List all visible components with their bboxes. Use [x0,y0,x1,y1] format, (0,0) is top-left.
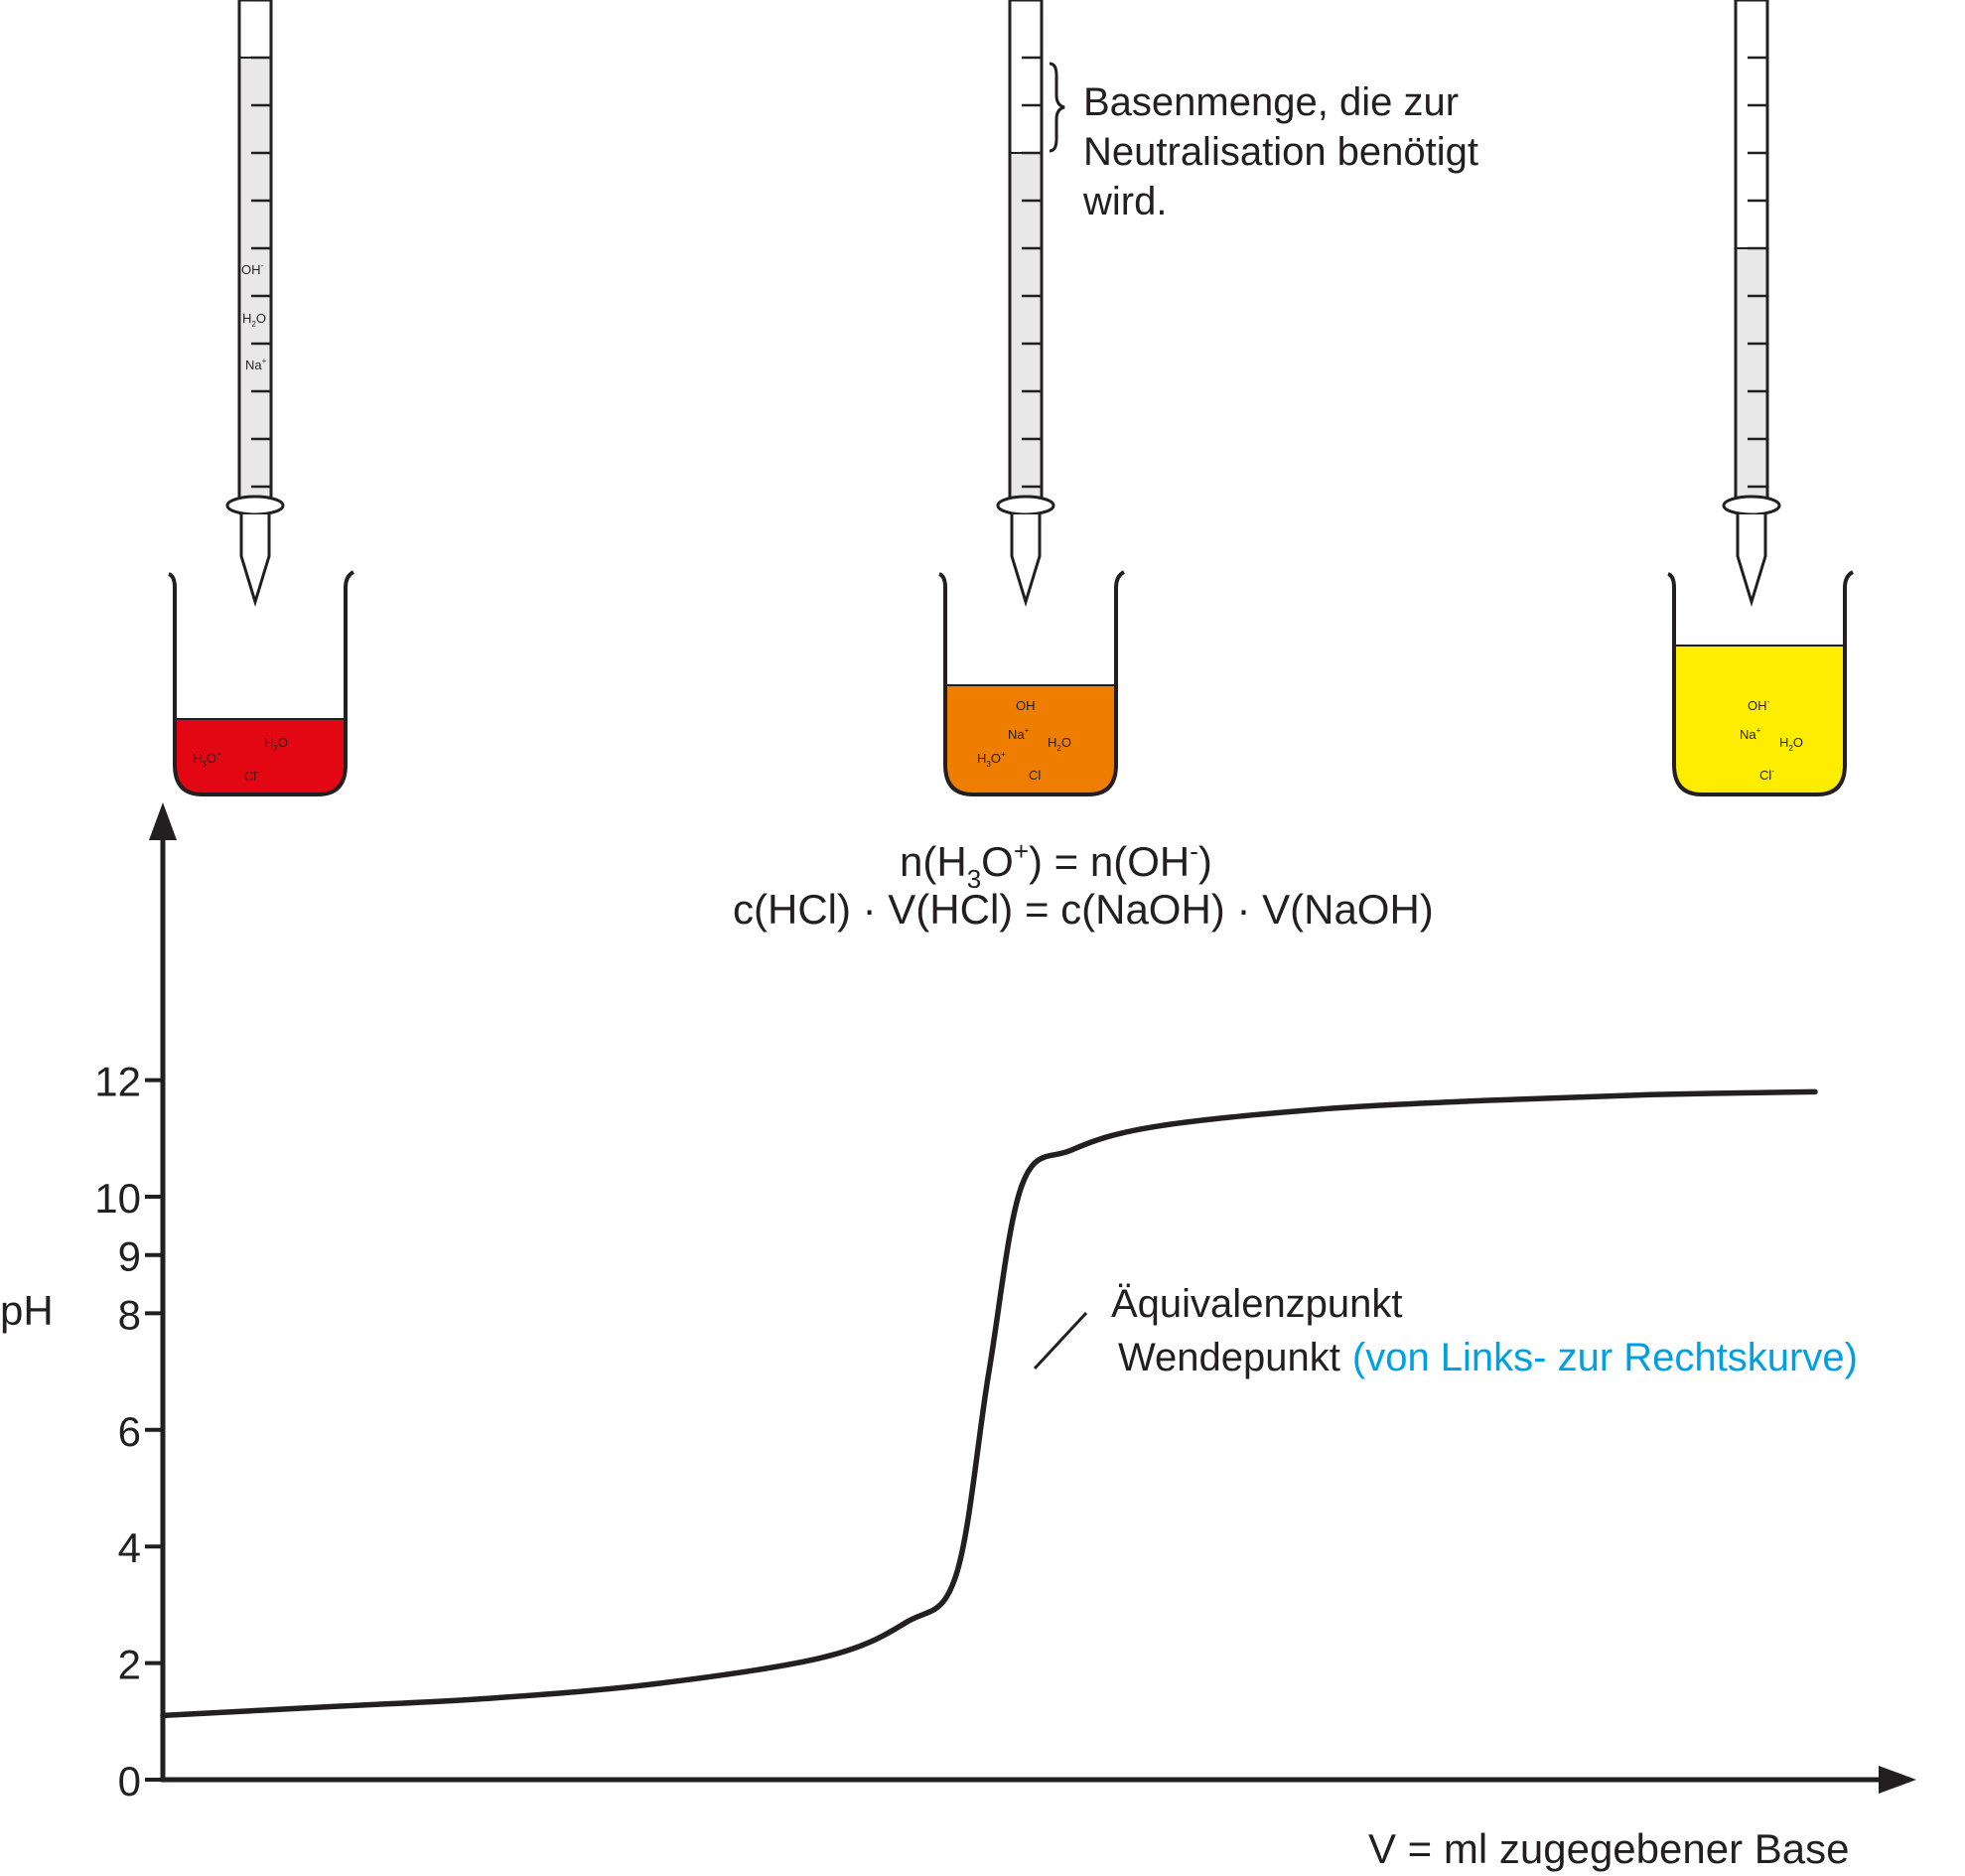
formula-line1: n(H3O+) = n(OH-) [900,836,1212,894]
svg-text:H2O: H2O [1048,735,1071,753]
beaker-liquid-orange [945,685,1116,794]
y-tick-label: 12 [94,1059,141,1105]
formula-line2: c(HCl) · V(HCl) = c(NaOH) · V(NaOH) [733,886,1434,933]
beaker-liquid-yellow [1674,646,1845,794]
svg-text:Na+: Na+ [1740,726,1761,742]
volume-brace [1049,62,1065,153]
inflection-label: Wendepunkt (von Links- zur Rechtskurve) [1118,1336,1858,1379]
y-tick-label: 9 [118,1233,141,1280]
svg-text:Cl: Cl [1029,768,1041,783]
burette-note-line1: Basenmenge, die zur [1083,80,1459,124]
equivalence-pointer [1033,1311,1088,1371]
y-axis-arrow [149,802,177,840]
equivalence-label: Äquivalenzpunkt [1111,1282,1403,1326]
x-axis-title: V = ml zugegebener Base [1368,1825,1849,1872]
svg-text:H3O+: H3O+ [977,750,1006,769]
y-tick-label: 2 [118,1642,141,1688]
beaker-middle: OH Na+ H2O H3O+ Cl [938,570,1126,796]
y-tick-label: 0 [118,1758,141,1804]
y-tick-label: 8 [118,1291,141,1338]
svg-text:Na+: Na+ [1008,726,1030,742]
burette-ion-na: Na+ [245,357,267,372]
burette-middle: Basenmenge, die zur Neutralisation benöt… [996,0,1478,608]
svg-text:H3O+: H3O+ [193,750,221,769]
burette-left: OH- H2O Na+ [225,0,285,608]
y-tick-label: 10 [94,1175,141,1222]
svg-text:H2O: H2O [1779,735,1803,753]
axes [149,802,1916,1794]
svg-text:Cl-: Cl- [1759,767,1774,783]
beaker-left: H3O+ H2O Cl- [168,570,355,796]
x-axis-arrow [1879,1766,1916,1794]
burette-right [1722,0,1781,608]
y-tick-label: 6 [118,1408,141,1455]
y-tick-label: 4 [118,1524,141,1571]
y-ticks: 0 2 4 6 8 9 10 12 [94,1059,163,1804]
beaker-liquid-red [175,719,346,794]
svg-text:OH-: OH- [1748,697,1770,713]
burette-note-line2: Neutralisation benötigt [1083,130,1478,174]
svg-text:OH: OH [1016,698,1036,713]
burette-ion-h2o: H2O [242,311,266,329]
titration-curve [160,1088,1818,1719]
beaker-right: OH- Na+ H2O Cl- [1667,570,1855,796]
y-axis-title: pH [0,1287,54,1334]
burette-note-line3: wird. [1082,180,1167,223]
burette-ion-oh: OH- [241,261,264,277]
svg-text:H2O: H2O [264,735,288,753]
svg-text:Cl-: Cl- [244,768,259,784]
